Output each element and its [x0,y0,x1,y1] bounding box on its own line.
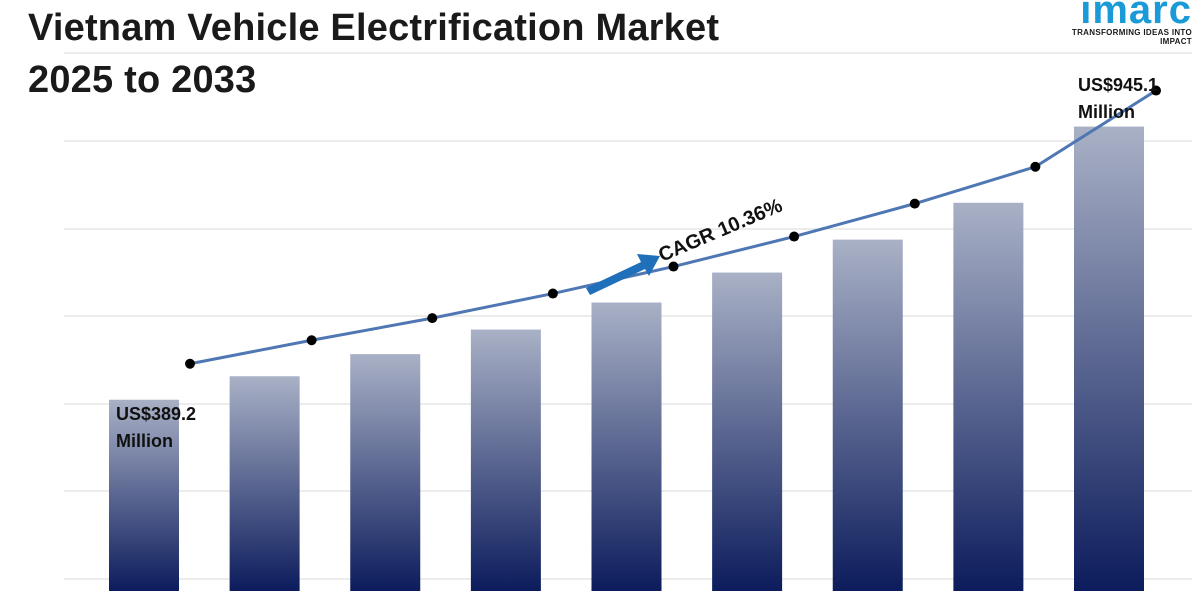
bar-2029 [591,302,662,591]
imarc-logo: imarc TRANSFORMING IDEAS INTO IMPACT [1042,0,1192,46]
trend-point-2032 [1030,161,1041,172]
trend-point-2028 [547,288,558,299]
bar-2030 [712,272,783,591]
trend-line [185,85,1161,369]
trend-point-2030 [789,231,800,242]
chart-title-line1: Vietnam Vehicle Electrification Market [28,7,720,49]
trend-point-2031 [909,198,920,209]
end-value-label: US$945.1 [1078,75,1158,95]
logo-wordmark: imarc [1080,0,1192,32]
bar-2026 [229,376,300,591]
end-value-unit: Million [1078,102,1135,122]
bar-2032 [953,202,1024,591]
bar-2033 [1074,126,1144,592]
trend-point-2033 [1151,85,1161,96]
logo-tagline: TRANSFORMING IDEAS INTO IMPACT [1071,28,1192,46]
start-value-label: US$389.2 [116,404,196,424]
bars [109,126,1144,592]
bar-2028 [470,329,541,591]
bar-2027 [350,354,421,591]
cagr-arrow-icon [586,254,660,295]
chart-title-line2: 2025 to 2033 [28,59,257,101]
bar-2031 [832,239,903,591]
chart-title: Vietnam Vehicle Electrification Market 2… [28,2,719,106]
trend-point-2027 [427,313,438,324]
trend-point-2026 [306,335,317,346]
trend-point-2029 [668,261,679,272]
trend-point-2025 [185,358,195,369]
bar-2025 [109,399,179,591]
start-value-unit: Million [116,431,173,451]
